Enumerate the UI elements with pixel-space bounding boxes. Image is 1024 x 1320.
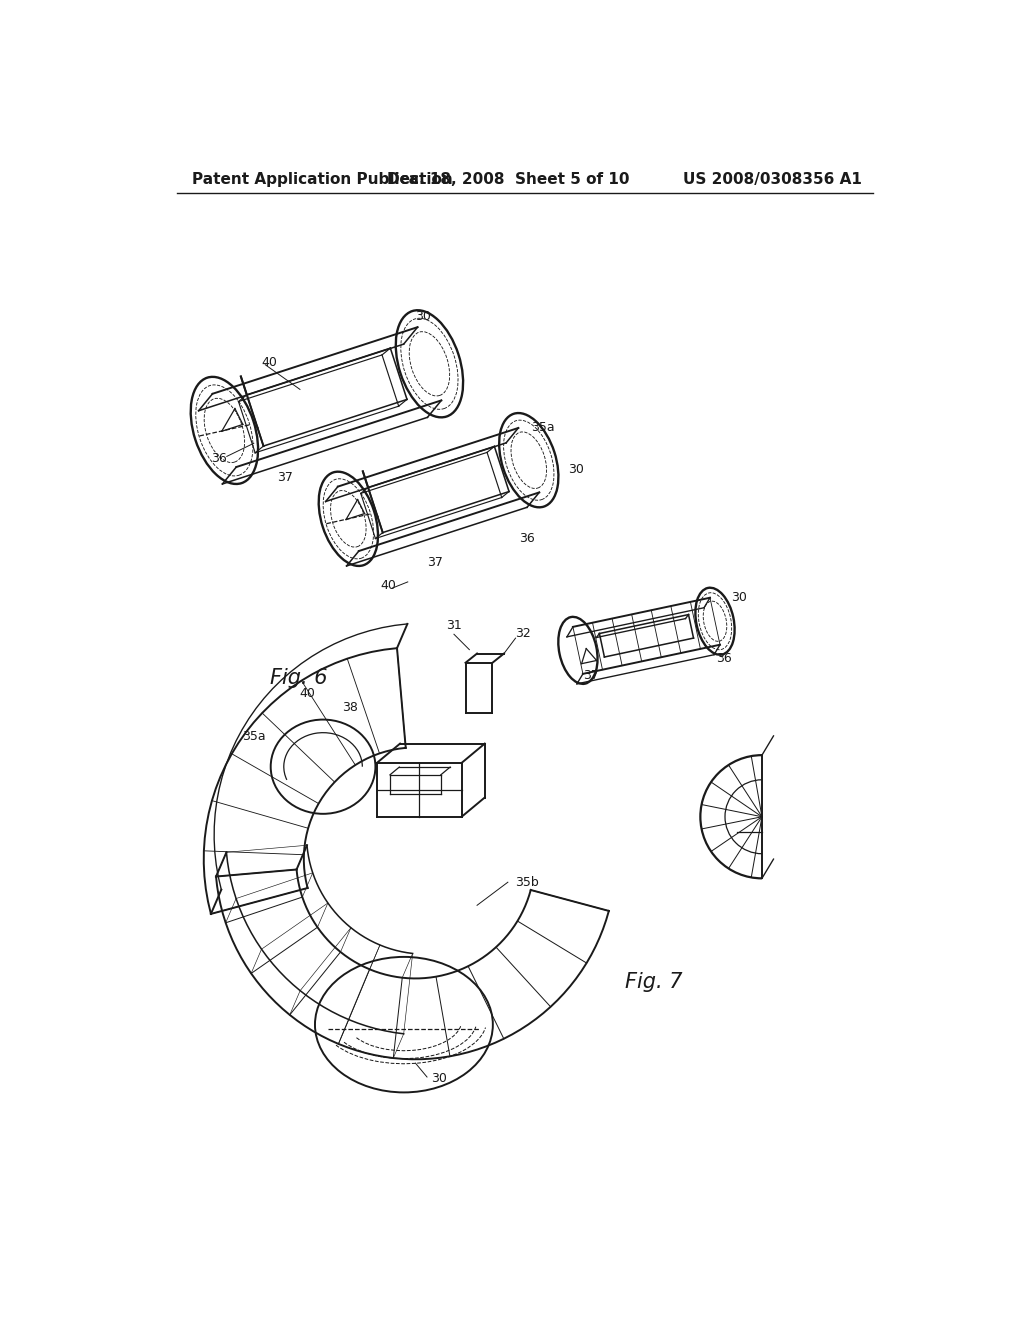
Text: 31: 31 [446, 619, 462, 632]
Text: 36: 36 [716, 652, 731, 665]
Text: 30: 30 [568, 463, 584, 477]
Text: 30: 30 [731, 591, 748, 603]
Text: 36: 36 [519, 532, 536, 545]
Text: 35a: 35a [242, 730, 265, 743]
Text: Dec. 18, 2008  Sheet 5 of 10: Dec. 18, 2008 Sheet 5 of 10 [387, 172, 629, 186]
Text: 36: 36 [211, 453, 227, 465]
Text: Patent Application Publication: Patent Application Publication [193, 172, 453, 186]
Text: 32: 32 [515, 627, 531, 640]
Text: 37: 37 [427, 556, 442, 569]
Text: 40: 40 [381, 579, 396, 593]
Text: 30: 30 [431, 1072, 446, 1085]
Text: 35b: 35b [515, 876, 539, 890]
Text: 30: 30 [416, 310, 431, 323]
Text: 37: 37 [276, 471, 293, 484]
Text: 40: 40 [261, 356, 278, 370]
Text: 38: 38 [342, 701, 358, 714]
Text: Fig. 7: Fig. 7 [626, 973, 683, 993]
Text: 37: 37 [583, 669, 599, 682]
Text: Fig. 6: Fig. 6 [269, 668, 328, 688]
Text: US 2008/0308356 A1: US 2008/0308356 A1 [683, 172, 862, 186]
Text: 35a: 35a [531, 421, 555, 434]
Text: 40: 40 [300, 688, 315, 701]
